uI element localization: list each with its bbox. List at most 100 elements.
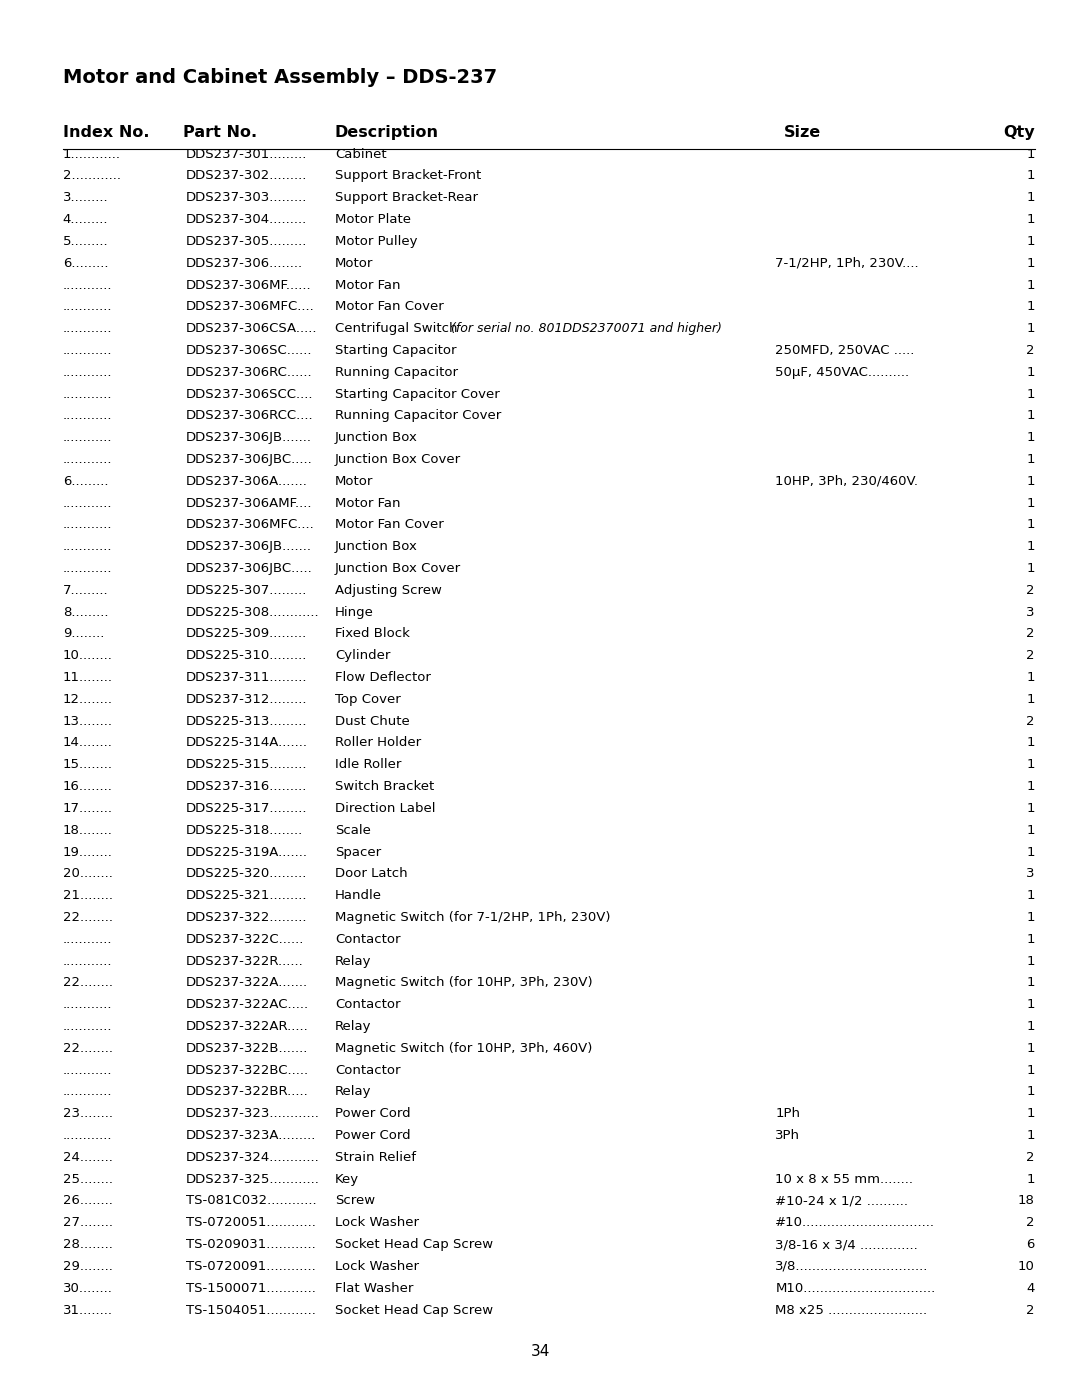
Text: 1: 1 [1026,1042,1035,1055]
Text: 1: 1 [1026,235,1035,247]
Text: 2............: 2............ [63,169,121,183]
Text: 22........: 22........ [63,1042,112,1055]
Text: ............: ............ [63,496,112,510]
Text: 3: 3 [1026,606,1035,619]
Text: 1: 1 [1026,518,1035,531]
Text: Idle Roller: Idle Roller [335,759,401,771]
Text: ............: ............ [63,1129,112,1143]
Text: 10: 10 [1017,1260,1035,1273]
Text: 20........: 20........ [63,868,112,880]
Text: DDS237-322.........: DDS237-322......... [186,911,307,923]
Text: Flow Deflector: Flow Deflector [335,671,431,685]
Text: 24........: 24........ [63,1151,112,1164]
Text: DDS237-302.........: DDS237-302......... [186,169,307,183]
Text: 6.........: 6......... [63,475,108,488]
Text: Size: Size [784,124,821,140]
Text: DDS237-304.........: DDS237-304......... [186,214,307,226]
Text: ............: ............ [63,1020,112,1032]
Text: DDS237-322BC.....: DDS237-322BC..... [186,1063,309,1077]
Text: Cylinder: Cylinder [335,650,390,662]
Text: 10HP, 3Ph, 230/460V.: 10HP, 3Ph, 230/460V. [775,475,918,488]
Text: Motor and Cabinet Assembly – DDS-237: Motor and Cabinet Assembly – DDS-237 [63,67,497,87]
Text: ............: ............ [63,518,112,531]
Text: DDS237-306JBC.....: DDS237-306JBC..... [186,562,312,576]
Text: DDS237-311.........: DDS237-311......... [186,671,307,685]
Text: Lock Washer: Lock Washer [335,1217,419,1229]
Text: 1: 1 [1026,977,1035,989]
Text: Relay: Relay [335,1085,372,1098]
Text: 8.........: 8......... [63,606,108,619]
Text: 1: 1 [1026,802,1035,814]
Text: DDS237-306CSA.....: DDS237-306CSA..... [186,323,318,335]
Text: DDS225-308............: DDS225-308............ [186,606,320,619]
Text: 1............: 1............ [63,148,121,161]
Text: ............: ............ [63,432,112,444]
Text: ............: ............ [63,1085,112,1098]
Text: 18........: 18........ [63,824,112,837]
Text: Switch Bracket: Switch Bracket [335,780,434,793]
Text: DDS237-306SC......: DDS237-306SC...... [186,344,312,356]
Text: 1: 1 [1026,888,1035,902]
Text: 2: 2 [1026,1303,1035,1316]
Text: DDS237-306JB.......: DDS237-306JB....... [186,541,312,553]
Text: Flat Washer: Flat Washer [335,1281,414,1295]
Text: DDS237-306RC......: DDS237-306RC...... [186,366,312,379]
Text: DDS225-320.........: DDS225-320......... [186,868,307,880]
Text: 1: 1 [1026,671,1035,685]
Text: Running Capacitor Cover: Running Capacitor Cover [335,409,501,422]
Text: 3/8................................: 3/8................................ [775,1260,929,1273]
Text: 30........: 30........ [63,1281,112,1295]
Text: 6: 6 [1026,1238,1035,1252]
Text: Motor Fan Cover: Motor Fan Cover [335,518,444,531]
Text: Socket Head Cap Screw: Socket Head Cap Screw [335,1238,492,1252]
Text: M8 x25 ........................: M8 x25 ........................ [775,1303,928,1316]
Text: DDS237-312.........: DDS237-312......... [186,693,307,705]
Text: DDS237-306RCC....: DDS237-306RCC.... [186,409,313,422]
Text: 12........: 12........ [63,693,112,705]
Text: Top Cover: Top Cover [335,693,401,705]
Text: 250MFD, 250VAC .....: 250MFD, 250VAC ..... [775,344,915,356]
Text: (for serial no. 801DDS2370071 and higher): (for serial no. 801DDS2370071 and higher… [451,323,723,335]
Text: 1: 1 [1026,541,1035,553]
Text: Qty: Qty [1003,124,1035,140]
Text: Running Capacitor: Running Capacitor [335,366,458,379]
Text: 4: 4 [1026,1281,1035,1295]
Text: ............: ............ [63,562,112,576]
Text: TS-0720051............: TS-0720051............ [186,1217,315,1229]
Text: 29........: 29........ [63,1260,112,1273]
Text: Contactor: Contactor [335,999,401,1011]
Text: TS-081C032............: TS-081C032............ [186,1194,316,1207]
Text: DDS225-321.........: DDS225-321......... [186,888,307,902]
Text: Lock Washer: Lock Washer [335,1260,419,1273]
Text: ............: ............ [63,366,112,379]
Text: DDS237-322BR.....: DDS237-322BR..... [186,1085,309,1098]
Text: 16........: 16........ [63,780,112,793]
Text: DDS237-322AC.....: DDS237-322AC..... [186,999,309,1011]
Text: 17........: 17........ [63,802,112,814]
Text: 1: 1 [1026,1172,1035,1186]
Text: DDS237-322R......: DDS237-322R...... [186,954,303,968]
Text: Dust Chute: Dust Chute [335,715,409,728]
Text: 1: 1 [1026,911,1035,923]
Text: Strain Relief: Strain Relief [335,1151,416,1164]
Text: Description: Description [335,124,438,140]
Text: Hinge: Hinge [335,606,374,619]
Text: 1: 1 [1026,780,1035,793]
Text: 3: 3 [1026,868,1035,880]
Text: Junction Box: Junction Box [335,432,418,444]
Text: #10-24 x 1/2 ..........: #10-24 x 1/2 .......... [775,1194,908,1207]
Text: Motor Pulley: Motor Pulley [335,235,417,247]
Text: DDS237-322C......: DDS237-322C...... [186,933,305,946]
Text: 1: 1 [1026,432,1035,444]
Text: 1: 1 [1026,300,1035,313]
Text: DDS237-301.........: DDS237-301......... [186,148,307,161]
Text: Starting Capacitor Cover: Starting Capacitor Cover [335,387,500,401]
Text: Motor Fan: Motor Fan [335,278,401,292]
Text: DDS237-306MFC....: DDS237-306MFC.... [186,518,314,531]
Text: Scale: Scale [335,824,370,837]
Text: Junction Box: Junction Box [335,541,418,553]
Text: Screw: Screw [335,1194,375,1207]
Text: Cabinet: Cabinet [335,148,387,161]
Text: 10........: 10........ [63,650,112,662]
Text: DDS237-306SCC....: DDS237-306SCC.... [186,387,313,401]
